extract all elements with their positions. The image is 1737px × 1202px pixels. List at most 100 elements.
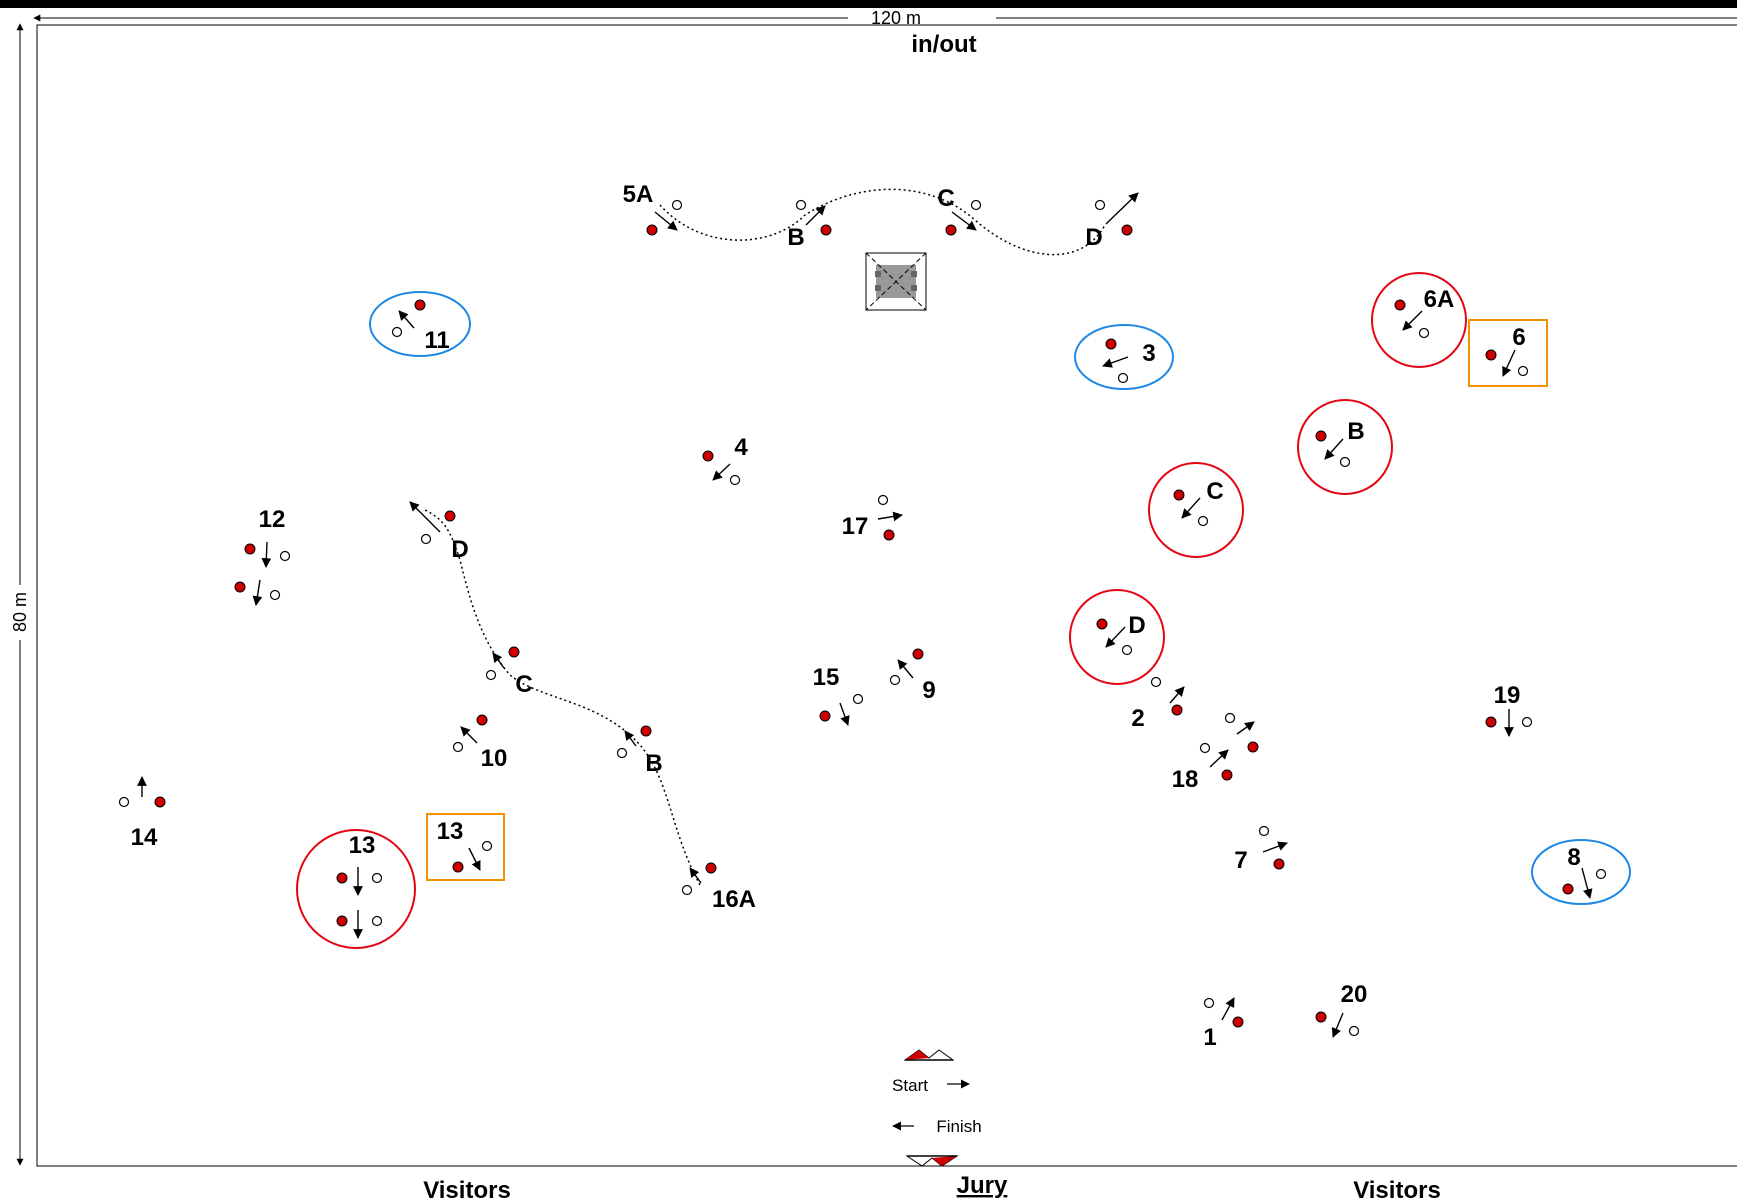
white-flag [889, 674, 901, 686]
obstacle-15 [819, 693, 864, 726]
white-flag [485, 669, 497, 681]
white-flag [1150, 676, 1162, 688]
width-label: 120 m [871, 8, 921, 28]
direction-arrow [805, 205, 826, 226]
label-19: 19 [1494, 682, 1521, 709]
label-9: 9 [922, 677, 935, 704]
white-flag [1197, 515, 1209, 527]
white-flag [1595, 868, 1607, 880]
obstacle-20 [1315, 1011, 1360, 1038]
label-2: 2 [1131, 705, 1144, 732]
label-13a: 13 [349, 832, 376, 859]
direction-arrow [409, 501, 441, 533]
width-dimension: 120 m [33, 8, 1737, 28]
direction-arrow [1324, 438, 1344, 460]
red-flag [1315, 430, 1327, 442]
label-16D: D [451, 536, 468, 563]
label-15: 15 [813, 664, 840, 691]
obstacle-13c [452, 840, 493, 873]
height-label: 80 m [10, 592, 30, 632]
direction-arrow [1181, 497, 1201, 519]
red-flag [244, 543, 256, 555]
white-flag [118, 796, 130, 808]
white-flag [452, 741, 464, 753]
red-flag [1232, 1016, 1244, 1028]
box-13 [426, 813, 505, 881]
red-flag [154, 796, 166, 808]
red-flag [1485, 349, 1497, 361]
obstacle-5D [1094, 192, 1139, 236]
arena-border [36, 24, 1737, 1167]
direction-arrow [839, 702, 850, 726]
label-6A: 6A [1424, 286, 1455, 313]
red-flag [452, 861, 464, 873]
label-16B: B [645, 750, 662, 777]
finish-label: Finish [936, 1117, 981, 1136]
circle-6D [1069, 589, 1165, 685]
obstacle-16C [485, 646, 520, 681]
red-flag [1247, 741, 1259, 753]
label-20: 20 [1341, 981, 1368, 1008]
red-flag [414, 299, 426, 311]
label-8: 8 [1567, 844, 1580, 871]
label-4: 4 [734, 434, 748, 461]
label-16C: C [515, 671, 532, 698]
red-flag [1562, 883, 1574, 895]
obstacle-17 [877, 494, 903, 541]
obstacle-18a [1224, 712, 1259, 753]
red-flag [444, 510, 456, 522]
red-flag [945, 224, 957, 236]
tower-obstacle [865, 252, 927, 311]
obstacle-6D [1096, 618, 1133, 656]
red-flag [336, 915, 348, 927]
top-border [0, 0, 1737, 8]
white-flag [1094, 199, 1106, 211]
box-6 [1468, 319, 1548, 387]
white-flag [420, 533, 432, 545]
white-flag [852, 693, 864, 705]
direction-arrow [897, 659, 914, 679]
label-3: 3 [1142, 340, 1155, 367]
label-6D: D [1128, 612, 1145, 639]
white-flag [795, 199, 807, 211]
red-flag [705, 862, 717, 874]
label-6B: B [1347, 418, 1364, 445]
red-flag [912, 648, 924, 660]
white-flag [729, 474, 741, 486]
white-flag [1517, 365, 1529, 377]
red-flag [820, 224, 832, 236]
direction-arrow [951, 211, 977, 231]
white-flag [1258, 825, 1270, 837]
white-flag [1339, 456, 1351, 468]
white-flag [279, 550, 291, 562]
obstacle-13b [336, 910, 383, 939]
obstacle-7 [1258, 825, 1288, 870]
obstacle-12a [244, 541, 291, 568]
direction-arrow [252, 579, 263, 606]
obstacle-16B [616, 725, 652, 759]
direction-arrow [261, 541, 272, 568]
label-5D: D [1085, 224, 1102, 251]
direction-arrow [624, 730, 637, 747]
oval-8 [1531, 839, 1631, 905]
label-1: 1 [1203, 1024, 1216, 1051]
white-flag [1418, 327, 1430, 339]
label-16A: 16A [712, 886, 756, 913]
obstacle-2 [1150, 676, 1185, 716]
white-flag [1224, 712, 1236, 724]
label-6C: C [1206, 478, 1223, 505]
red-flag [883, 529, 895, 541]
obstacle-11 [391, 299, 426, 338]
obstacle-labels: 1 2 3 4 5A B C D 6 6A B C D 7 8 9 10 11 … [131, 181, 1581, 1051]
obstacle-1 [1203, 997, 1244, 1028]
white-flag [481, 840, 493, 852]
direction-arrow [689, 867, 702, 884]
direction-arrow [877, 511, 903, 522]
obstacle-18b [1199, 742, 1233, 781]
red-flag [1273, 858, 1285, 870]
red-flag [508, 646, 520, 658]
red-flag [336, 872, 348, 884]
footer-jury: Jury [957, 1172, 1008, 1199]
white-flag [269, 589, 281, 601]
